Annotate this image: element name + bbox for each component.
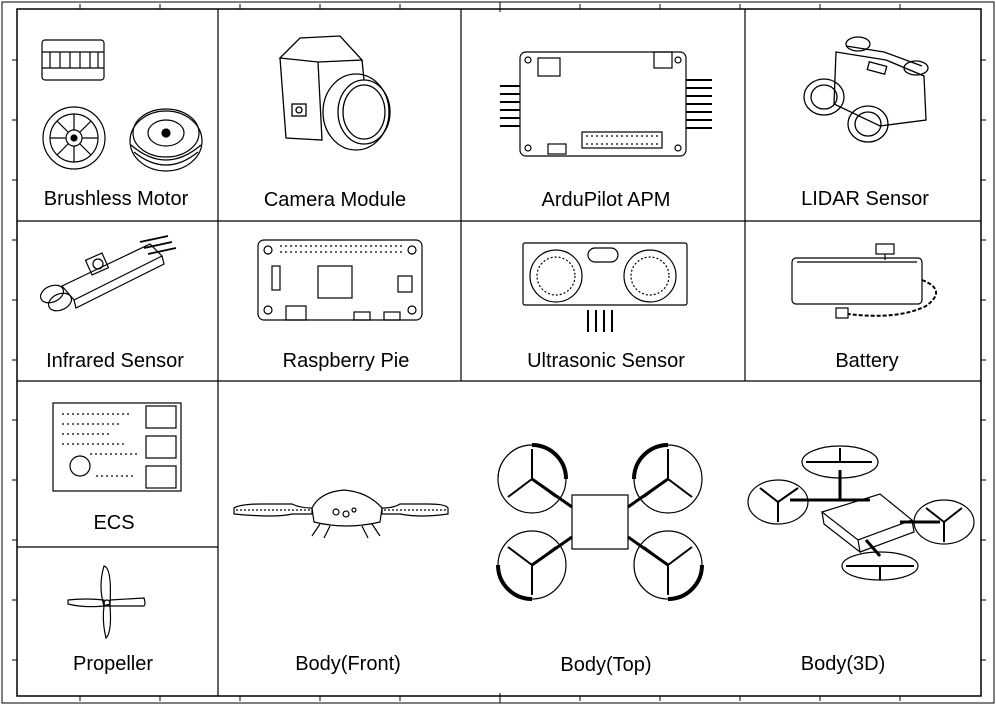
label-ecs: ECS [93, 512, 135, 534]
body-top-drawing [496, 443, 704, 601]
label-infrared-sensor: Infrared Sensor [46, 350, 184, 372]
label-propeller: Propeller [72, 653, 154, 675]
label-lidar-sensor: LIDAR Sensor [801, 188, 929, 210]
label-ardupilot-apm: ArduPilot APM [541, 189, 671, 211]
label-body-3d: Body(3D) [800, 653, 886, 675]
ardupilot-apm-drawing [500, 51, 712, 157]
ultrasonic-sensor-drawing [522, 242, 688, 332]
brushless-motor-drawing [41, 39, 203, 172]
infrared-sensor-drawing [39, 235, 177, 312]
inner-border [16, 8, 982, 697]
label-body-top: Body(Top) [560, 654, 652, 676]
border-ticks [12, 2, 986, 703]
battery-drawing [791, 243, 937, 319]
ecs-drawing [52, 402, 182, 492]
label-camera-module: Camera Module [263, 189, 407, 211]
label-ultrasonic-sensor: Ultrasonic Sensor [527, 350, 685, 372]
label-body-front: Body(Front) [295, 653, 401, 675]
propeller-drawing [67, 565, 146, 640]
lidar-sensor-drawing [803, 36, 929, 143]
body-3d-drawing [747, 445, 975, 581]
label-raspberry-pie: Raspberry Pie [282, 350, 410, 372]
raspberry-pie-drawing [257, 239, 423, 321]
body-front-drawing [233, 489, 449, 539]
label-brushless-motor: Brushless Motor [43, 188, 189, 210]
label-battery: Battery [835, 350, 899, 372]
camera-module-drawing [278, 35, 391, 151]
